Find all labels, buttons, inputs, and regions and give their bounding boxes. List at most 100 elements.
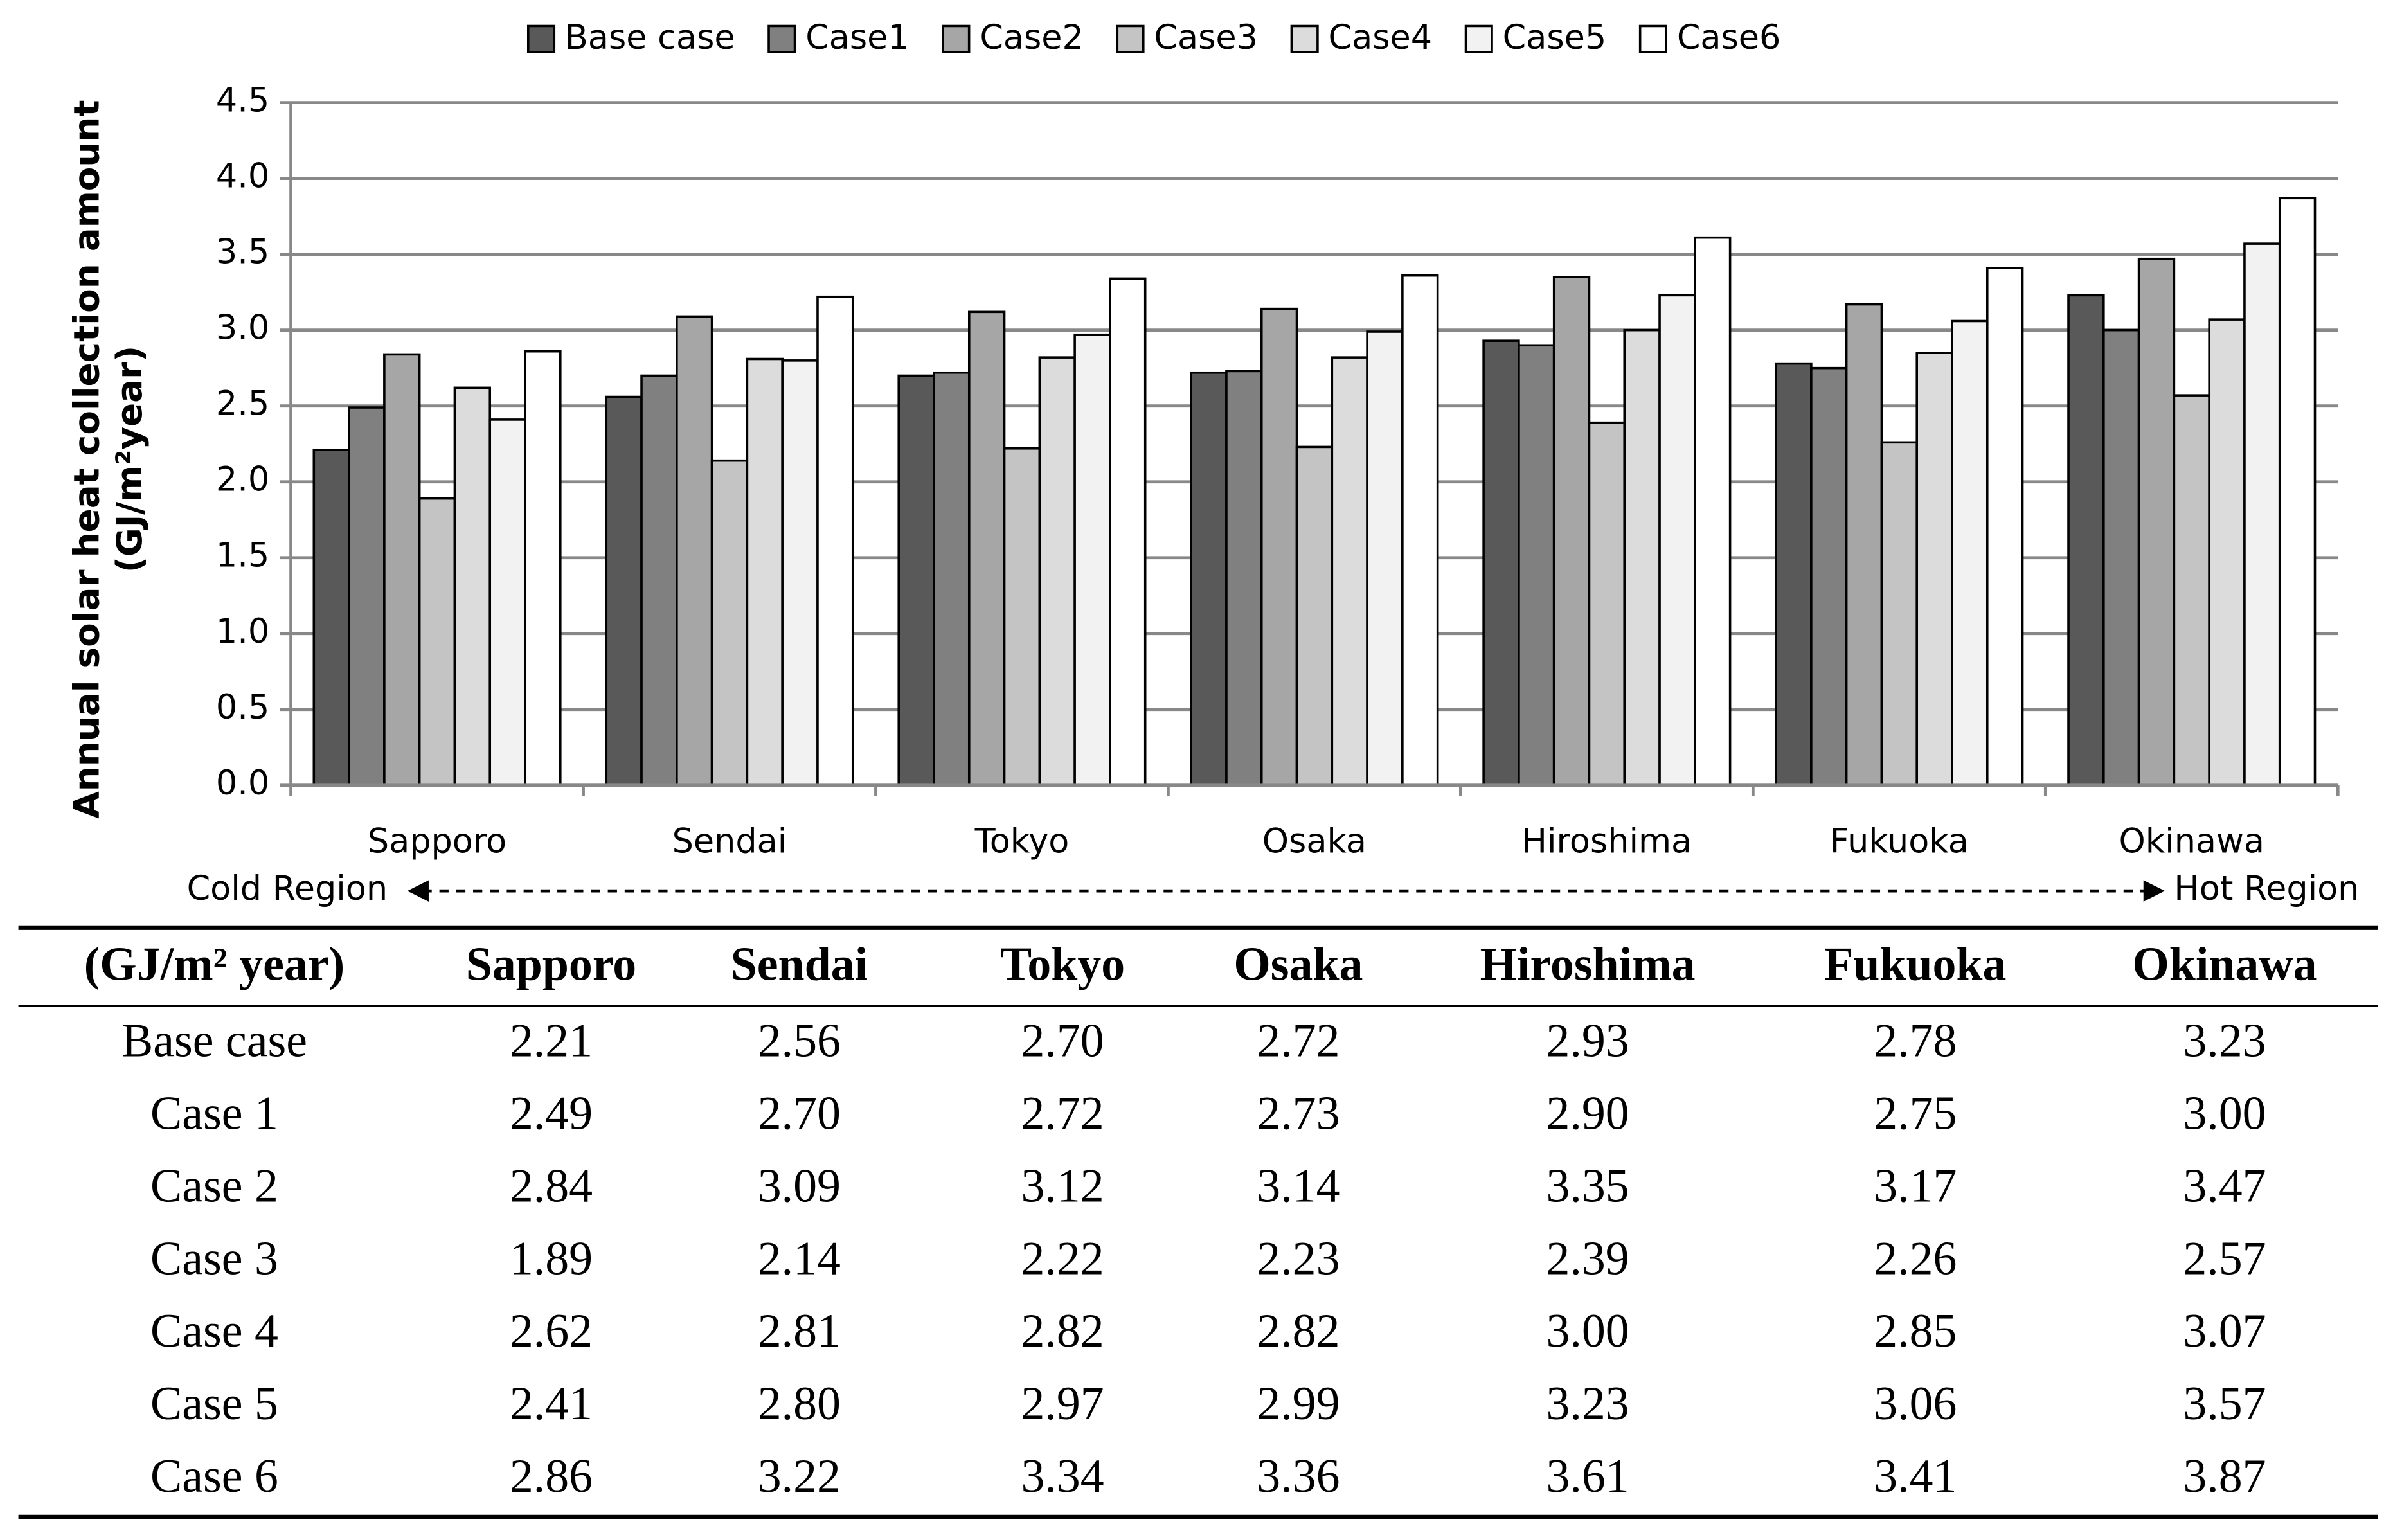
bar [1401,274,1439,787]
bar [1552,276,1591,787]
legend-item: Case4 [1290,18,1433,57]
x-tick-label: Tokyo [974,821,1070,861]
bar [1658,294,1696,787]
legend-swatch [1290,24,1319,53]
bar [1109,277,1147,787]
x-tick-label: Osaka [1262,821,1367,861]
y-axis-label-line: (GJ/m²year) [109,346,150,573]
y-axis-label: Annual solar heat collection amount (GJ/… [66,100,150,818]
table-cell: 2.49 [510,1087,593,1140]
table-cell: 2.21 [510,1014,593,1067]
x-tick-label: Sapporo [368,821,506,861]
legend-item: Case6 [1638,18,1781,57]
legend-swatch [942,24,971,53]
bar [2173,394,2210,787]
table-cell: 2.82 [1257,1304,1340,1357]
table-cell: 2.70 [758,1087,841,1140]
legend-item: Case1 [767,18,910,57]
annotation: Cold Region [187,869,388,908]
y-tick-label: 0.0 [216,764,269,803]
legend-item: Case2 [942,18,1084,57]
table-cell: 2.85 [1874,1304,1957,1357]
table-cell: 2.26 [1874,1231,1957,1284]
bar [1915,352,1953,787]
legend-label: Case4 [1329,18,1433,57]
y-tick-label: 3.0 [216,309,269,348]
table-cell: 3.36 [1257,1449,1340,1502]
table-cell: 2.81 [758,1304,841,1357]
table-cell: 2.72 [1257,1014,1340,1067]
x-tick-label: Okinawa [2119,821,2264,861]
table-cell: 2.62 [510,1304,593,1357]
table-cell: 3.07 [2183,1304,2266,1357]
bar [383,353,421,787]
table-cell: 2.90 [1546,1087,1629,1140]
bar [2243,242,2281,787]
bar [1623,328,1661,787]
table-cell: 3.41 [1874,1449,1957,1502]
bar [1810,366,1848,787]
table-header: Fukuoka [1824,938,2006,990]
row-label: Case 4 [150,1304,278,1357]
bar [967,310,1006,787]
bar [605,395,643,787]
bar [1003,447,1041,787]
legend-label: Case5 [1503,18,1607,57]
bar [933,371,971,787]
bar [2102,328,2140,787]
bar [312,449,350,787]
bar [897,374,935,787]
row-label: Case 5 [150,1377,278,1429]
legend-swatch [526,24,556,53]
bar [710,459,749,787]
bar [488,418,526,787]
table-cell: 2.14 [758,1231,841,1284]
bar [1518,344,1555,787]
bar [640,374,678,787]
table-cell: 2.39 [1546,1231,1629,1284]
row-label: Case 2 [150,1159,278,1212]
row-label: Case 3 [150,1231,278,1284]
table-cell: 3.35 [1546,1159,1629,1212]
bar [348,406,386,787]
table-cell: 2.78 [1874,1014,1957,1067]
bar [2208,318,2246,787]
y-tick-label: 2.5 [216,384,269,424]
legend-item: Case5 [1464,18,1607,57]
bar [1295,445,1334,787]
legend-swatch [1464,24,1493,53]
table-header: Osaka [1233,938,1363,990]
legend-label: Case6 [1677,18,1781,57]
bar [676,315,713,787]
table-cell: 2.99 [1257,1377,1340,1429]
y-tick-label: 1.5 [216,536,269,575]
table-cell: 2.23 [1257,1231,1340,1284]
y-tick-label: 4.0 [216,157,269,196]
legend-item: Base case [526,18,735,57]
table-cell: 3.61 [1546,1449,1629,1502]
table-cell: 2.82 [1021,1304,1104,1357]
y-tick-label: 1.0 [216,612,269,651]
table-cell: 3.23 [1546,1377,1629,1429]
y-tick-label: 2.0 [216,460,269,499]
bar [1694,236,1732,787]
table-cell: 2.75 [1874,1087,1957,1140]
x-tick-label: Sendai [672,821,787,861]
table-cell: 3.14 [1257,1159,1340,1212]
bar [1366,330,1404,787]
table-cell: 3.47 [2183,1159,2266,1212]
table-cell: 3.23 [2183,1014,2266,1067]
table-cell: 2.57 [2183,1231,2266,1284]
table-cell: 2.56 [758,1014,841,1067]
table-cell: 2.80 [758,1377,841,1429]
bar [1073,333,1111,787]
bar [2137,257,2176,787]
bar [781,359,819,787]
table-cell: 1.89 [510,1231,593,1284]
row-label: Case 6 [150,1449,278,1502]
bar [1880,441,1918,787]
table-cell: 3.09 [758,1159,841,1212]
table-cell: 2.70 [1021,1014,1104,1067]
table-header: Sendai [731,938,868,990]
bar [1331,356,1368,787]
